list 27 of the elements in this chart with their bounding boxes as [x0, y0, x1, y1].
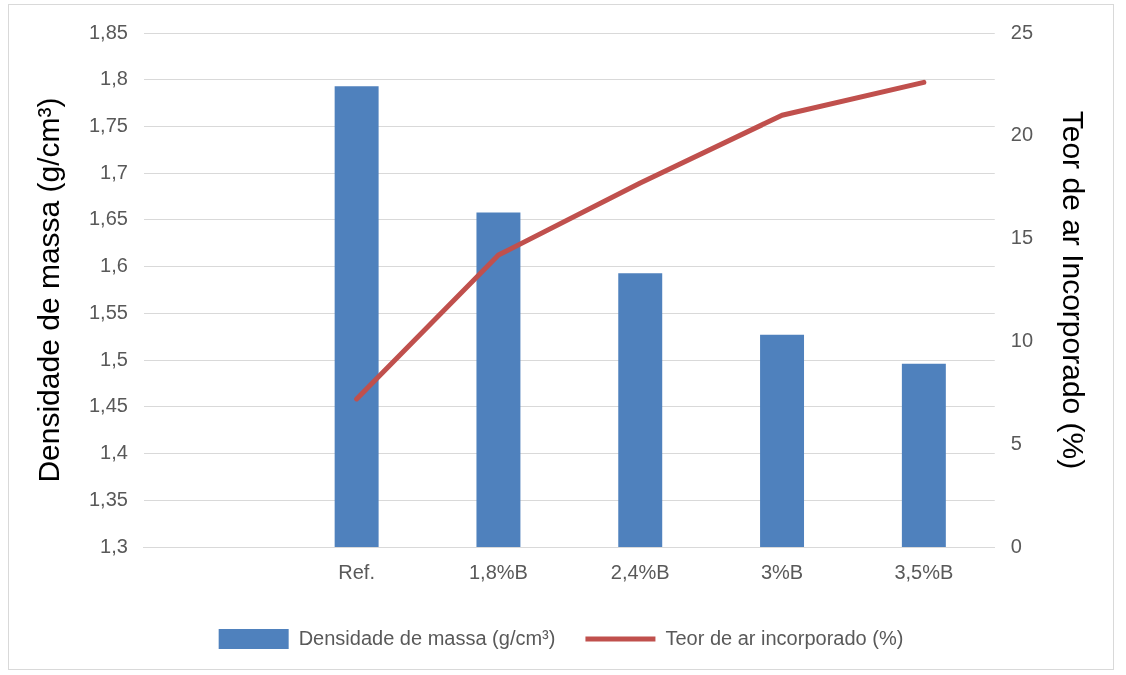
y-tick-label: 1,85 — [88, 20, 128, 43]
y2-tick-label: 5 — [1010, 431, 1022, 454]
y-tick-label: 1,4 — [100, 441, 128, 464]
legend-label: Teor de ar incorporado (%) — [665, 626, 904, 649]
y-tick-label: 1,6 — [100, 254, 128, 277]
x-tick-label: 3,5%B — [894, 560, 954, 583]
y2-tick-label: 15 — [1010, 226, 1033, 249]
y-tick-label: 1,65 — [88, 207, 128, 230]
y-tick-label: 1,3 — [100, 534, 128, 557]
y2-axis-title: Teor de ar Incorporado (%) — [1056, 110, 1090, 470]
x-tick-label: 3%B — [760, 560, 804, 583]
x-tick-label: 2,4%B — [610, 560, 670, 583]
y-tick-label: 1,7 — [100, 160, 128, 183]
y2-tick-label: 0 — [1010, 534, 1022, 557]
y-axis-title: Densidade de massa (g/cm³) — [32, 97, 66, 483]
x-tick-label: Ref. — [338, 560, 375, 583]
x-tick-label: 1,8%B — [468, 560, 528, 583]
y-tick-label: 1,35 — [88, 487, 128, 510]
y-tick-label: 1,45 — [88, 394, 128, 417]
y-tick-label: 1,8 — [100, 67, 128, 90]
y-tick-label: 1,5 — [100, 347, 128, 370]
y-tick-label: 1,75 — [88, 113, 128, 136]
y2-tick-label: 25 — [1010, 20, 1033, 43]
y2-tick-label: 10 — [1010, 328, 1033, 351]
legend-label: Densidade de massa (g/cm³) — [298, 626, 556, 649]
y-tick-label: 1,55 — [88, 300, 128, 323]
y2-tick-label: 20 — [1010, 123, 1033, 146]
